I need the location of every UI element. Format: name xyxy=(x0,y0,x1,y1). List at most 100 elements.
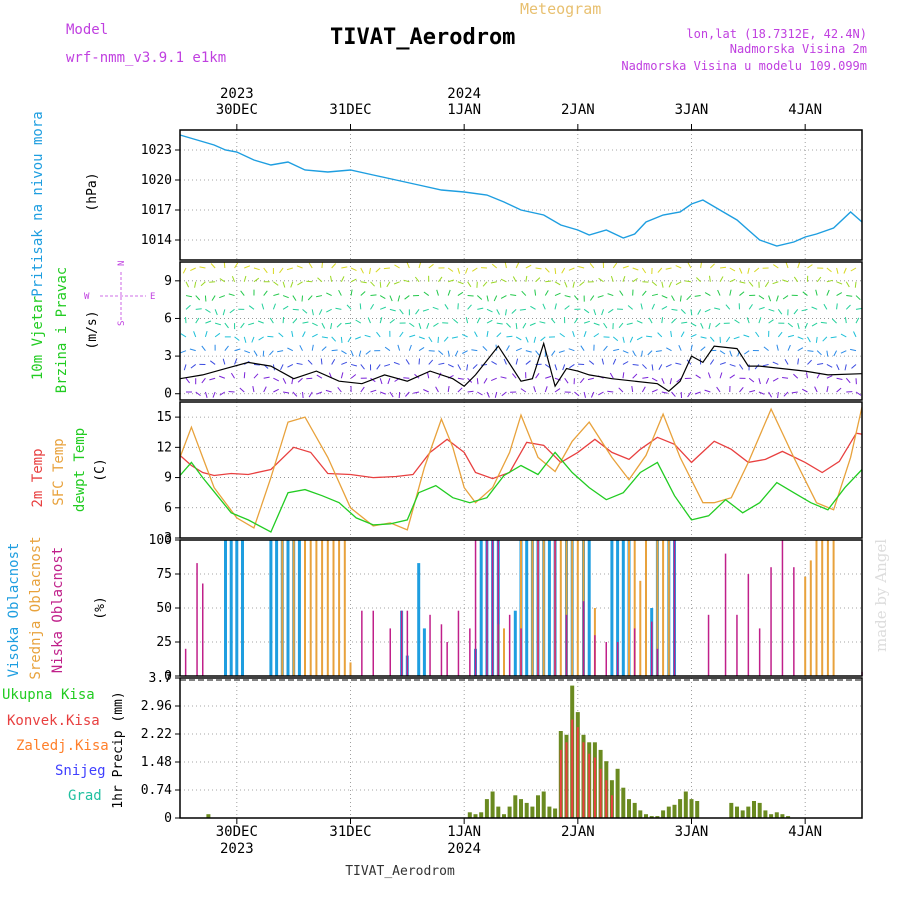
wind-arrow xyxy=(758,391,765,395)
cloud-bar xyxy=(184,648,187,676)
y-tick-label: 1014 xyxy=(141,233,172,248)
y-tick-label: 3 xyxy=(164,531,172,546)
wind-arrow xyxy=(836,387,842,393)
temperature-panel: 2m Temp SFC Temp dewpt Temp (C) 15 12 9 6 3 xyxy=(30,401,863,546)
wind-arrow xyxy=(816,276,822,283)
cloud-bar xyxy=(304,540,306,676)
wind-arrow xyxy=(505,309,507,316)
wind-arrow xyxy=(409,322,415,328)
wind-arrow xyxy=(506,322,511,328)
wind-arrow xyxy=(435,386,439,393)
wind-arrow xyxy=(661,378,665,384)
y-tick-label: 6 xyxy=(164,501,172,516)
wind-arrow xyxy=(379,317,383,324)
wind-arrow xyxy=(461,333,468,338)
cloud-bar xyxy=(235,540,239,676)
wind-arrow xyxy=(418,336,425,340)
wind-arrow xyxy=(500,376,507,379)
wind-arrow xyxy=(690,344,693,351)
wind-arrow xyxy=(671,318,677,324)
wind-arrow xyxy=(457,364,462,370)
wind-arrow xyxy=(641,386,646,393)
precip-bar xyxy=(774,812,779,818)
wind-arrow xyxy=(447,289,451,296)
wind-arrow xyxy=(836,364,840,371)
wind-arrow xyxy=(311,344,314,351)
cloud-bar xyxy=(343,540,346,676)
wind-arrow xyxy=(340,336,343,343)
wind-arrow xyxy=(748,281,754,287)
cloud-bar xyxy=(241,540,244,676)
wind-arrow xyxy=(831,318,837,324)
wind-arrow xyxy=(222,309,226,316)
wind-arrow xyxy=(641,290,647,296)
cloud-bar xyxy=(309,540,312,676)
wind-arrow xyxy=(180,350,187,354)
wind-arrow xyxy=(234,348,241,352)
wind-arrow xyxy=(700,262,702,269)
wind-arrow xyxy=(700,346,706,352)
wind-arrow xyxy=(651,377,658,382)
wind-arrow xyxy=(258,336,264,341)
wind-arrow xyxy=(467,281,472,288)
wind-arrow xyxy=(210,263,216,269)
precip-bar xyxy=(729,802,734,818)
wind-arrow xyxy=(707,372,711,379)
wind-arrow xyxy=(641,267,647,274)
wind-arrow xyxy=(219,375,226,379)
wind-arrow xyxy=(426,322,430,329)
wind-arrow xyxy=(562,364,566,371)
bottom-time-axis: 30DEC 31DEC 1JAN 2JAN 3JAN 4JAN 2023 2024 xyxy=(216,818,822,857)
wind-arrow xyxy=(272,303,276,310)
wind-arrow xyxy=(234,358,238,365)
wind-arrow xyxy=(772,377,779,382)
wind-arrow xyxy=(670,330,673,337)
wind-arrow xyxy=(733,336,740,340)
wind-arrow xyxy=(273,377,280,382)
wind-arrow xyxy=(350,267,357,272)
wind-arrow xyxy=(438,350,444,355)
wind-arrow xyxy=(331,336,337,342)
wind-arrow xyxy=(849,348,857,352)
wind-arrow xyxy=(587,377,594,381)
wind-arrow xyxy=(234,336,240,341)
y-tick-label: 2.96 xyxy=(141,699,172,714)
wind-arrow xyxy=(418,346,425,352)
wind-arrow xyxy=(326,292,332,297)
wind-arrow xyxy=(776,344,779,351)
wind-arrow xyxy=(739,267,743,274)
wind-arrow xyxy=(855,391,862,396)
wind-arrow xyxy=(700,336,707,339)
wind-arrow xyxy=(364,334,371,338)
wind-arrow xyxy=(729,374,735,379)
wind-arrow xyxy=(836,377,843,380)
wind-arrow xyxy=(248,305,255,310)
wind-arrow xyxy=(231,276,236,282)
wind-arrow xyxy=(185,281,190,288)
y-tick-label: 9 xyxy=(164,471,172,486)
wind-arrow xyxy=(603,345,608,351)
precip-bar xyxy=(206,814,211,818)
wind-arrow xyxy=(593,322,600,326)
wind-arrow xyxy=(457,377,464,380)
wind-arrow xyxy=(282,281,286,288)
precip-bar xyxy=(588,753,591,818)
wind-arrow xyxy=(793,373,799,379)
wind-arrow xyxy=(292,295,297,301)
wind-arrow xyxy=(350,374,357,379)
wind-arrow xyxy=(675,281,682,286)
pressure-line xyxy=(179,134,863,247)
temp-dew-line xyxy=(179,451,863,533)
wind-arrow xyxy=(199,266,206,269)
wind-arrow xyxy=(330,323,333,330)
wind-arrow xyxy=(224,322,229,329)
wind-arrow xyxy=(318,309,323,315)
y-tick-label: 1020 xyxy=(141,173,172,188)
wind-arrow xyxy=(719,350,726,355)
precip-bar xyxy=(513,795,518,818)
wind-arrow xyxy=(542,303,546,310)
wind-unit: (m/s) xyxy=(85,310,100,349)
wind-arrow xyxy=(658,364,663,370)
wind-arrow xyxy=(205,320,212,324)
wind-arrow xyxy=(544,290,549,296)
